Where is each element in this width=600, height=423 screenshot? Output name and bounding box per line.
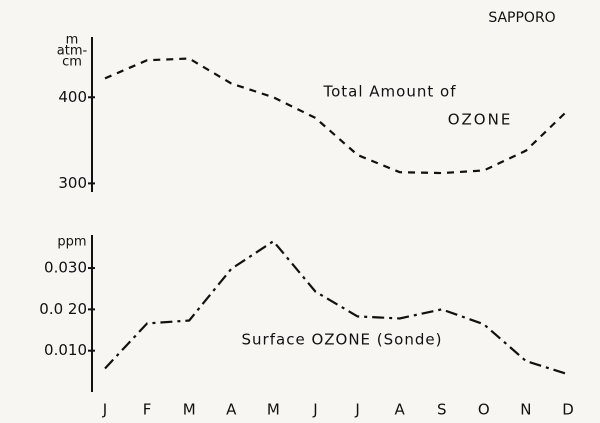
y-axis-label: atm- <box>57 44 88 59</box>
x-tick-label: N <box>520 401 531 419</box>
x-tick-label: O <box>478 401 490 419</box>
y-axis-label: m <box>66 33 79 48</box>
y-tick-label: 0.0 20 <box>39 300 87 318</box>
y-axis-label: ppm <box>57 235 86 250</box>
x-tick-label: S <box>437 401 447 419</box>
x-tick-label: D <box>562 401 574 419</box>
annotation: OZONE <box>448 111 513 129</box>
data-line <box>104 57 569 175</box>
x-tick-label: A <box>226 401 237 419</box>
data-line <box>104 239 569 376</box>
x-tick-label: J <box>102 401 107 419</box>
annotation: Surface OZONE (Sonde) <box>242 331 443 349</box>
y-axis-label: cm <box>62 55 82 70</box>
y-tick-label: 300 <box>58 174 87 192</box>
annotation: Total Amount of <box>323 83 457 101</box>
x-tick-label: F <box>143 401 152 419</box>
x-tick-label: J <box>354 401 359 419</box>
y-tick-label: 0.010 <box>44 341 87 359</box>
x-tick-label: J <box>312 401 317 419</box>
y-tick-label: 0.030 <box>44 259 87 277</box>
chart-title: SAPPORO <box>488 10 555 26</box>
y-tick-label: 400 <box>58 88 87 106</box>
x-tick-label: M <box>183 401 196 419</box>
x-tick-label: A <box>395 401 406 419</box>
x-tick-label: M <box>267 401 280 419</box>
